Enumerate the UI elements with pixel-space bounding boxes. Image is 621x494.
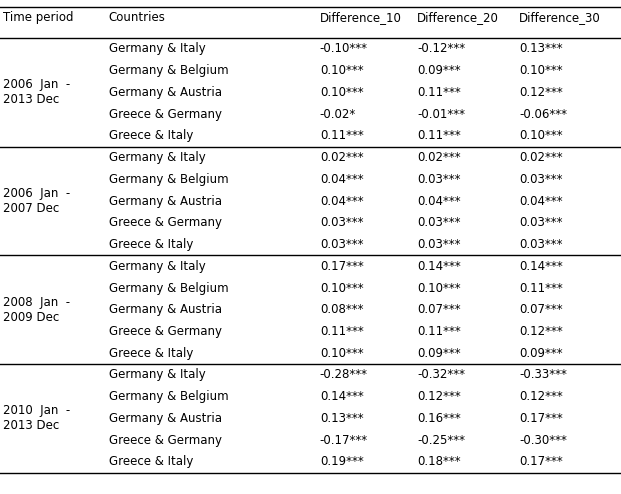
Text: 0.12***: 0.12*** xyxy=(519,325,563,338)
Text: 0.09***: 0.09*** xyxy=(417,347,461,360)
Text: 2006  Jan  -
2007 Dec: 2006 Jan - 2007 Dec xyxy=(3,187,70,215)
Text: Germany & Italy: Germany & Italy xyxy=(109,42,206,55)
Text: -0.17***: -0.17*** xyxy=(320,434,368,447)
Text: Time period: Time period xyxy=(3,11,74,24)
Text: 0.12***: 0.12*** xyxy=(417,390,461,403)
Text: 0.11***: 0.11*** xyxy=(417,325,461,338)
Text: Germany & Austria: Germany & Austria xyxy=(109,195,222,207)
Text: 0.14***: 0.14*** xyxy=(417,260,461,273)
Text: 0.11***: 0.11*** xyxy=(320,325,363,338)
Text: 0.17***: 0.17*** xyxy=(519,455,563,468)
Text: Germany & Italy: Germany & Italy xyxy=(109,260,206,273)
Text: Difference_10: Difference_10 xyxy=(320,11,402,24)
Text: 0.12***: 0.12*** xyxy=(519,86,563,99)
Text: 0.16***: 0.16*** xyxy=(417,412,461,425)
Text: Difference_30: Difference_30 xyxy=(519,11,601,24)
Text: Germany & Italy: Germany & Italy xyxy=(109,369,206,381)
Text: 0.10***: 0.10*** xyxy=(320,86,363,99)
Text: Germany & Belgium: Germany & Belgium xyxy=(109,64,229,77)
Text: 0.14***: 0.14*** xyxy=(320,390,363,403)
Text: 0.19***: 0.19*** xyxy=(320,455,363,468)
Text: 0.11***: 0.11*** xyxy=(519,282,563,294)
Text: 0.18***: 0.18*** xyxy=(417,455,461,468)
Text: -0.10***: -0.10*** xyxy=(320,42,368,55)
Text: -0.32***: -0.32*** xyxy=(417,369,465,381)
Text: 0.04***: 0.04*** xyxy=(320,173,363,186)
Text: 0.13***: 0.13*** xyxy=(320,412,363,425)
Text: 0.10***: 0.10*** xyxy=(519,64,563,77)
Text: Germany & Austria: Germany & Austria xyxy=(109,303,222,316)
Text: 0.17***: 0.17*** xyxy=(519,412,563,425)
Text: 0.03***: 0.03*** xyxy=(417,173,461,186)
Text: 0.07***: 0.07*** xyxy=(417,303,461,316)
Text: 0.03***: 0.03*** xyxy=(519,216,563,229)
Text: Difference_20: Difference_20 xyxy=(417,11,499,24)
Text: Germany & Italy: Germany & Italy xyxy=(109,151,206,164)
Text: Greece & Italy: Greece & Italy xyxy=(109,129,193,142)
Text: 0.07***: 0.07*** xyxy=(519,303,563,316)
Text: Greece & Germany: Greece & Germany xyxy=(109,434,222,447)
Text: 0.11***: 0.11*** xyxy=(417,86,461,99)
Text: Germany & Belgium: Germany & Belgium xyxy=(109,282,229,294)
Text: 0.10***: 0.10*** xyxy=(320,64,363,77)
Text: 0.09***: 0.09*** xyxy=(417,64,461,77)
Text: Greece & Italy: Greece & Italy xyxy=(109,347,193,360)
Text: 0.10***: 0.10*** xyxy=(519,129,563,142)
Text: 0.04***: 0.04*** xyxy=(417,195,461,207)
Text: Germany & Belgium: Germany & Belgium xyxy=(109,173,229,186)
Text: 0.04***: 0.04*** xyxy=(320,195,363,207)
Text: -0.30***: -0.30*** xyxy=(519,434,567,447)
Text: -0.28***: -0.28*** xyxy=(320,369,368,381)
Text: 0.03***: 0.03*** xyxy=(417,238,461,251)
Text: Countries: Countries xyxy=(109,11,166,24)
Text: Greece & Italy: Greece & Italy xyxy=(109,455,193,468)
Text: -0.12***: -0.12*** xyxy=(417,42,465,55)
Text: 0.14***: 0.14*** xyxy=(519,260,563,273)
Text: 0.11***: 0.11*** xyxy=(320,129,363,142)
Text: 0.09***: 0.09*** xyxy=(519,347,563,360)
Text: -0.25***: -0.25*** xyxy=(417,434,465,447)
Text: Greece & Germany: Greece & Germany xyxy=(109,216,222,229)
Text: -0.02*: -0.02* xyxy=(320,108,356,121)
Text: 0.03***: 0.03*** xyxy=(320,216,363,229)
Text: 0.10***: 0.10*** xyxy=(320,282,363,294)
Text: 0.03***: 0.03*** xyxy=(417,216,461,229)
Text: 0.11***: 0.11*** xyxy=(417,129,461,142)
Text: 2008  Jan  -
2009 Dec: 2008 Jan - 2009 Dec xyxy=(3,296,70,324)
Text: 0.02***: 0.02*** xyxy=(519,151,563,164)
Text: 0.03***: 0.03*** xyxy=(320,238,363,251)
Text: 2010  Jan  -
2013 Dec: 2010 Jan - 2013 Dec xyxy=(3,405,70,432)
Text: Germany & Austria: Germany & Austria xyxy=(109,412,222,425)
Text: 0.13***: 0.13*** xyxy=(519,42,563,55)
Text: 0.04***: 0.04*** xyxy=(519,195,563,207)
Text: 0.12***: 0.12*** xyxy=(519,390,563,403)
Text: 0.03***: 0.03*** xyxy=(519,173,563,186)
Text: 0.03***: 0.03*** xyxy=(519,238,563,251)
Text: 0.02***: 0.02*** xyxy=(417,151,461,164)
Text: Greece & Germany: Greece & Germany xyxy=(109,325,222,338)
Text: -0.33***: -0.33*** xyxy=(519,369,567,381)
Text: 0.17***: 0.17*** xyxy=(320,260,363,273)
Text: 0.02***: 0.02*** xyxy=(320,151,363,164)
Text: Greece & Italy: Greece & Italy xyxy=(109,238,193,251)
Text: 0.08***: 0.08*** xyxy=(320,303,363,316)
Text: 0.10***: 0.10*** xyxy=(417,282,461,294)
Text: 0.10***: 0.10*** xyxy=(320,347,363,360)
Text: -0.06***: -0.06*** xyxy=(519,108,567,121)
Text: Germany & Austria: Germany & Austria xyxy=(109,86,222,99)
Text: 2006  Jan  -
2013 Dec: 2006 Jan - 2013 Dec xyxy=(3,79,70,106)
Text: -0.01***: -0.01*** xyxy=(417,108,465,121)
Text: Greece & Germany: Greece & Germany xyxy=(109,108,222,121)
Text: Germany & Belgium: Germany & Belgium xyxy=(109,390,229,403)
